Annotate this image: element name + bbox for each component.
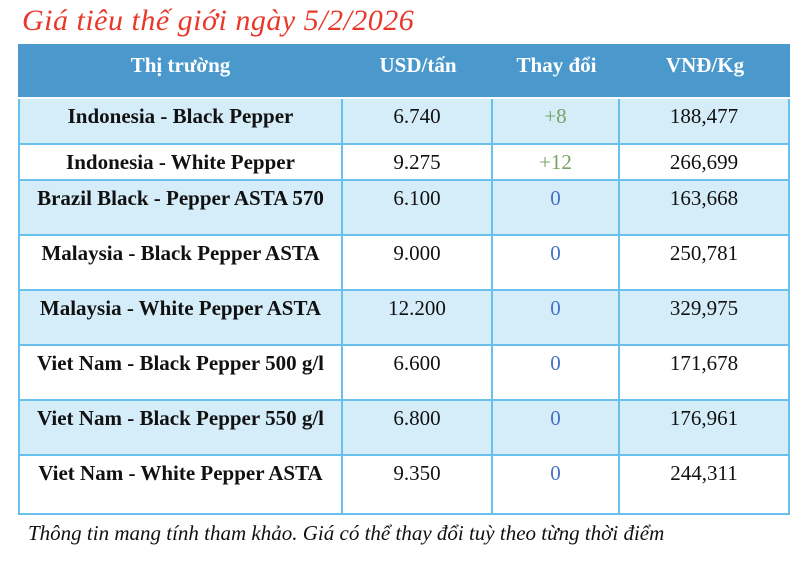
table-row: Brazil Black - Pepper ASTA 570 6.100 0 1…	[18, 181, 790, 236]
market-cell: Viet Nam - Black Pepper 550 g/l	[18, 401, 343, 456]
table-row: Indonesia - White Pepper 9.275 +12 266,6…	[18, 145, 790, 181]
vnd-per-kg-cell: 266,699	[620, 145, 790, 181]
vnd-per-kg-cell: 163,668	[620, 181, 790, 236]
usd-per-ton-cell: 9.000	[343, 236, 493, 291]
change-cell: 0	[493, 346, 620, 401]
market-cell: Indonesia - White Pepper	[18, 145, 343, 181]
column-header-market: Thị trường	[18, 44, 343, 99]
market-cell: Viet Nam - Black Pepper 500 g/l	[18, 346, 343, 401]
change-cell: 0	[493, 291, 620, 346]
disclaimer-note: Thông tin mang tính tham khảo. Giá có th…	[28, 521, 665, 545]
vnd-per-kg-cell: 329,975	[620, 291, 790, 346]
table-row: Viet Nam - Black Pepper 500 g/l 6.600 0 …	[18, 346, 790, 401]
change-cell: +8	[493, 99, 620, 145]
change-cell: 0	[493, 456, 620, 515]
usd-per-ton-cell: 9.350	[343, 456, 493, 515]
pepper-price-page: Giá tiêu thế giới ngày 5/2/2026 Thị trườ…	[0, 4, 800, 571]
table-header-row: Thị trường USD/tấn Thay đổi VNĐ/Kg	[18, 44, 790, 99]
table-row: Malaysia - White Pepper ASTA 12.200 0 32…	[18, 291, 790, 346]
vnd-per-kg-cell: 244,311	[620, 456, 790, 515]
usd-per-ton-cell: 6.800	[343, 401, 493, 456]
usd-per-ton-cell: 6.100	[343, 181, 493, 236]
usd-per-ton-cell: 9.275	[343, 145, 493, 181]
table-row: Indonesia - Black Pepper 6.740 +8 188,47…	[18, 99, 790, 145]
vnd-per-kg-cell: 188,477	[620, 99, 790, 145]
usd-per-ton-cell: 6.600	[343, 346, 493, 401]
market-cell: Brazil Black - Pepper ASTA 570	[18, 181, 343, 236]
change-cell: 0	[493, 181, 620, 236]
table-body: Indonesia - Black Pepper 6.740 +8 188,47…	[18, 99, 790, 515]
column-header-usd: USD/tấn	[343, 44, 493, 99]
table-row: Viet Nam - Black Pepper 550 g/l 6.800 0 …	[18, 401, 790, 456]
table-row: Malaysia - Black Pepper ASTA 9.000 0 250…	[18, 236, 790, 291]
column-header-change: Thay đổi	[493, 44, 620, 99]
change-cell: 0	[493, 236, 620, 291]
page-title: Giá tiêu thế giới ngày 5/2/2026	[22, 4, 415, 37]
market-cell: Malaysia - White Pepper ASTA	[18, 291, 343, 346]
vnd-per-kg-cell: 250,781	[620, 236, 790, 291]
pepper-price-table: Thị trường USD/tấn Thay đổi VNĐ/Kg Indon…	[18, 44, 790, 515]
market-cell: Malaysia - Black Pepper ASTA	[18, 236, 343, 291]
table-row: Viet Nam - White Pepper ASTA 9.350 0 244…	[18, 456, 790, 515]
usd-per-ton-cell: 12.200	[343, 291, 493, 346]
vnd-per-kg-cell: 176,961	[620, 401, 790, 456]
usd-per-ton-cell: 6.740	[343, 99, 493, 145]
market-cell: Viet Nam - White Pepper ASTA	[18, 456, 343, 515]
change-cell: +12	[493, 145, 620, 181]
change-cell: 0	[493, 401, 620, 456]
column-header-vnd: VNĐ/Kg	[620, 44, 790, 99]
vnd-per-kg-cell: 171,678	[620, 346, 790, 401]
market-cell: Indonesia - Black Pepper	[18, 99, 343, 145]
